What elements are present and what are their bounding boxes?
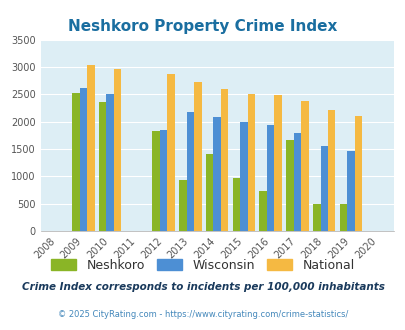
Text: Crime Index corresponds to incidents per 100,000 inhabitants: Crime Index corresponds to incidents per… xyxy=(21,282,384,292)
Bar xyxy=(259,191,266,231)
Bar xyxy=(220,89,228,231)
Bar xyxy=(152,131,160,231)
Bar xyxy=(301,101,308,231)
Bar xyxy=(247,94,255,231)
Bar xyxy=(194,82,201,231)
Bar xyxy=(274,95,281,231)
Bar xyxy=(186,112,194,231)
Bar xyxy=(232,178,240,231)
Bar xyxy=(160,130,167,231)
Bar xyxy=(339,204,346,231)
Bar xyxy=(72,93,79,231)
Text: Neshkoro Property Crime Index: Neshkoro Property Crime Index xyxy=(68,19,337,34)
Bar xyxy=(179,180,186,231)
Bar xyxy=(312,204,320,231)
Bar xyxy=(286,140,293,231)
Bar xyxy=(205,154,213,231)
Bar xyxy=(213,117,220,231)
Bar xyxy=(99,102,106,231)
Bar xyxy=(354,115,361,231)
Bar xyxy=(346,150,354,231)
Bar xyxy=(293,133,301,231)
Bar xyxy=(266,125,274,231)
Bar xyxy=(240,122,247,231)
Text: © 2025 CityRating.com - https://www.cityrating.com/crime-statistics/: © 2025 CityRating.com - https://www.city… xyxy=(58,310,347,319)
Bar xyxy=(79,88,87,231)
Bar xyxy=(87,65,94,231)
Bar xyxy=(327,110,335,231)
Legend: Neshkoro, Wisconsin, National: Neshkoro, Wisconsin, National xyxy=(46,254,359,277)
Bar xyxy=(167,74,175,231)
Bar xyxy=(320,146,327,231)
Bar xyxy=(114,69,121,231)
Bar xyxy=(106,94,114,231)
